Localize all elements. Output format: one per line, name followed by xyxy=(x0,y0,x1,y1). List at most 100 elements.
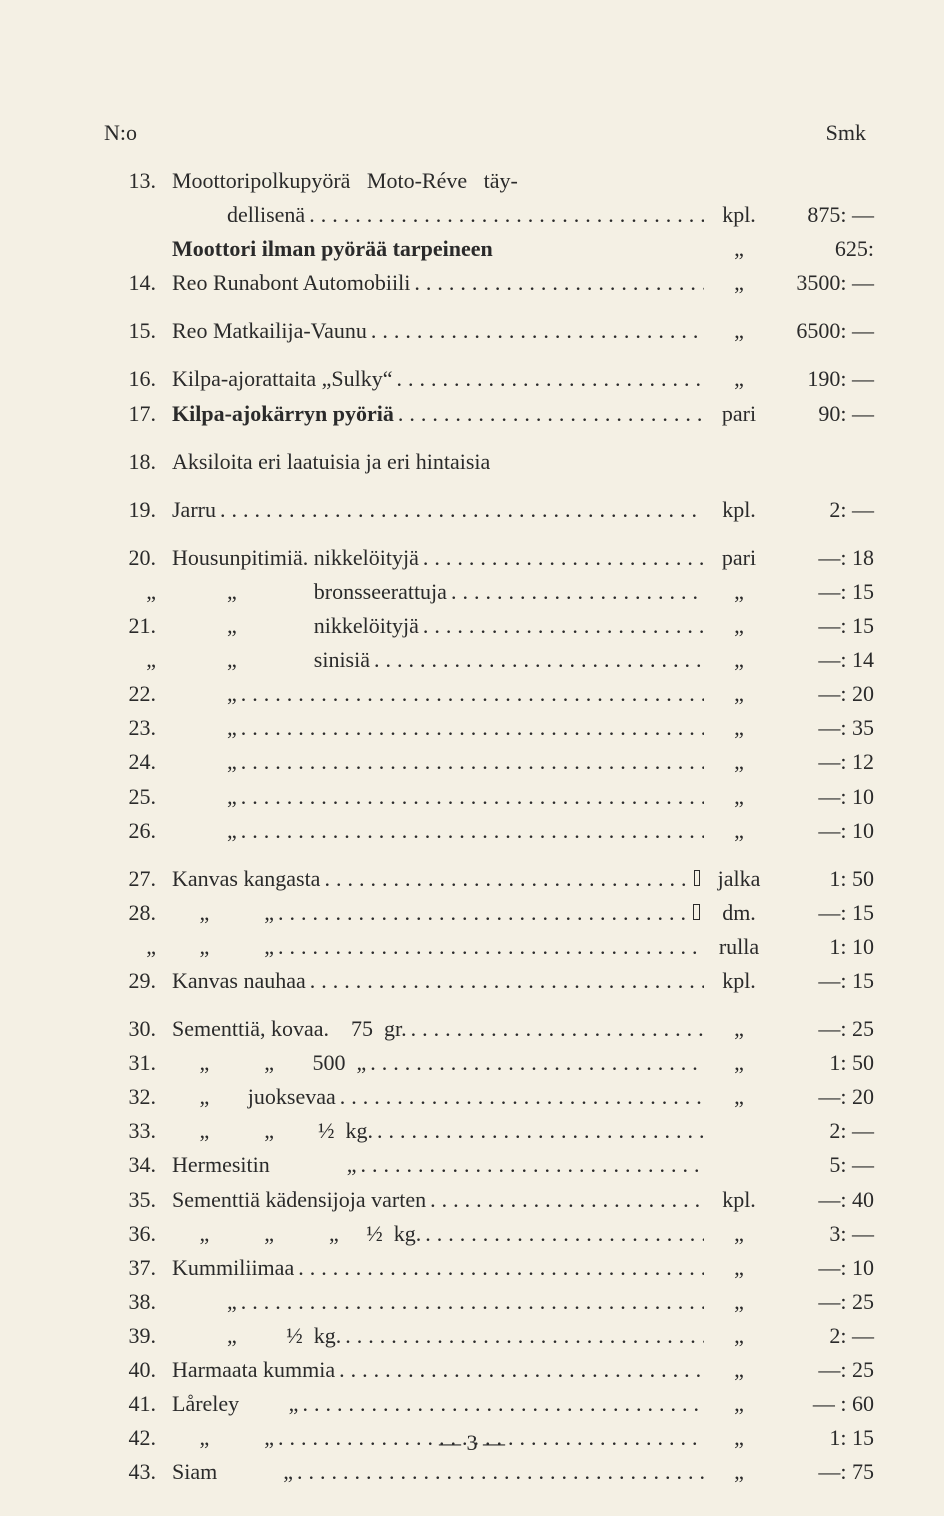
header-left: N:o xyxy=(104,120,137,146)
list-row: 13.Moottoripolkupyörä Moto-Réve täy- xyxy=(100,164,874,198)
item-unit: „ xyxy=(704,314,774,348)
item-number: 18. xyxy=(100,445,172,479)
item-price: 3500: — xyxy=(774,266,874,300)
list-row: 38. „„—: 25 xyxy=(100,1285,874,1319)
leader-dots xyxy=(293,1455,704,1489)
item-number: 33. xyxy=(100,1114,172,1148)
item-description: Kilpa-ajorattaita „Sulky“ xyxy=(172,362,393,396)
item-unit: „ xyxy=(704,575,774,609)
item-unit: „ xyxy=(704,1080,774,1114)
item-price: 1: 50 xyxy=(774,862,874,896)
leader-dots xyxy=(419,609,704,643)
item-description: „ „ xyxy=(172,896,274,930)
item-description: „ sinisiä xyxy=(172,643,370,677)
item-number: 27. xyxy=(100,862,172,896)
item-price: 2: — xyxy=(774,1319,874,1353)
item-number: 24. xyxy=(100,745,172,779)
row-gap xyxy=(100,431,874,445)
item-unit: „ xyxy=(704,677,774,711)
item-price: —: 10 xyxy=(774,1251,874,1285)
item-description: Kanvas kangasta xyxy=(172,862,320,896)
item-unit: pari xyxy=(704,397,774,431)
list-row: 35.Sementtiä kädensijoja vartenkpl.—: 40 xyxy=(100,1183,874,1217)
item-unit: dm. xyxy=(704,896,774,930)
item-description: „ xyxy=(172,711,237,745)
item-number: 15. xyxy=(100,314,172,348)
item-description: Kanvas nauhaa xyxy=(172,964,306,998)
item-price: 5: — xyxy=(774,1148,874,1182)
item-unit: „ xyxy=(704,1217,774,1251)
item-description: Låreley „ xyxy=(172,1387,298,1421)
item-price: —: 10 xyxy=(774,814,874,848)
row-gap xyxy=(100,998,874,1012)
item-number: 25. xyxy=(100,780,172,814)
list-row: 36. „ „ „ ½ kg.„3: — xyxy=(100,1217,874,1251)
item-description: „ ½ kg. xyxy=(172,1319,341,1353)
item-price: 1: 10 xyxy=(774,930,874,964)
leader-dots xyxy=(370,643,704,677)
item-number: 20. xyxy=(100,541,172,575)
list-row: 15.Reo Matkailija-Vaunu „6500: — xyxy=(100,314,874,348)
item-number: 16. xyxy=(100,362,172,396)
item-price: 3: — xyxy=(774,1217,874,1251)
item-unit: „ xyxy=(704,266,774,300)
leader-dots xyxy=(274,930,704,964)
row-gap xyxy=(100,848,874,862)
item-price: 2: — xyxy=(774,493,874,527)
leader-dots xyxy=(341,1319,704,1353)
leader-dots xyxy=(237,780,704,814)
item-price: 1: 50 xyxy=(774,1046,874,1080)
item-description: Moottoripolkupyörä Moto-Réve täy- xyxy=(172,164,518,198)
item-description: „ juoksevaa xyxy=(172,1080,336,1114)
item-unit: „ xyxy=(704,1012,774,1046)
item-price: 6500: — xyxy=(774,314,874,348)
price-list: 13.Moottoripolkupyörä Moto-Réve täy- del… xyxy=(100,164,874,1489)
leader-dots xyxy=(367,314,704,348)
item-description: Moottori ilman pyörää tarpeineen xyxy=(172,232,493,266)
list-row: 34.Hermesitin „5: — xyxy=(100,1148,874,1182)
item-description: Kummiliimaa xyxy=(172,1251,294,1285)
list-row: Moottori ilman pyörää tarpeineen„625: xyxy=(100,232,874,266)
item-price: —: 18 xyxy=(774,541,874,575)
item-unit: „ xyxy=(704,1319,774,1353)
leader-dots xyxy=(305,198,704,232)
item-number: 17. xyxy=(100,397,172,431)
item-description: „ nikkelöityjä xyxy=(172,609,419,643)
item-number: 22. xyxy=(100,677,172,711)
leader-dots xyxy=(373,1114,704,1148)
list-row: 41.Låreley „„— : 60 xyxy=(100,1387,874,1421)
item-number: 23. xyxy=(100,711,172,745)
list-row: 20.Housunpitimiä. nikkelöityjäpari—: 18 xyxy=(100,541,874,575)
item-price: —: 15 xyxy=(774,964,874,998)
item-number: 14. xyxy=(100,266,172,300)
list-row: „ „ bronsseerattuja„—: 15 xyxy=(100,575,874,609)
item-unit: kpl. xyxy=(704,198,774,232)
item-number: „ xyxy=(100,930,172,964)
item-number: 34. xyxy=(100,1148,172,1182)
item-price: —: 12 xyxy=(774,745,874,779)
item-description: Reo Matkailija-Vaunu xyxy=(172,314,367,348)
item-price: —: 25 xyxy=(774,1353,874,1387)
item-price: —: 25 xyxy=(774,1285,874,1319)
leader-dots xyxy=(274,896,689,930)
item-unit: „ xyxy=(704,362,774,396)
item-price: —: 15 xyxy=(774,575,874,609)
item-unit: „ xyxy=(704,1046,774,1080)
item-unit: „ xyxy=(704,1387,774,1421)
item-description: „ xyxy=(172,814,237,848)
list-row: 26. „„—: 10 xyxy=(100,814,874,848)
item-description: Kilpa-ajokärryn pyöriä xyxy=(172,397,394,431)
header-right: Smk xyxy=(826,120,866,146)
item-description: Sementtiä, kovaa. 75 gr. xyxy=(172,1012,407,1046)
item-description: „ xyxy=(172,1285,237,1319)
item-unit: „ xyxy=(704,745,774,779)
item-description: Sementtiä kädensijoja varten xyxy=(172,1183,426,1217)
leader-dots xyxy=(419,541,704,575)
item-price: —: 25 xyxy=(774,1012,874,1046)
item-description: Siam „ xyxy=(172,1455,293,1489)
item-number: 36. xyxy=(100,1217,172,1251)
list-row: 21. „ nikkelöityjä„—: 15 xyxy=(100,609,874,643)
item-unit: „ xyxy=(704,814,774,848)
item-unit: „ xyxy=(704,643,774,677)
item-description: „ „ ½ kg. xyxy=(172,1114,373,1148)
